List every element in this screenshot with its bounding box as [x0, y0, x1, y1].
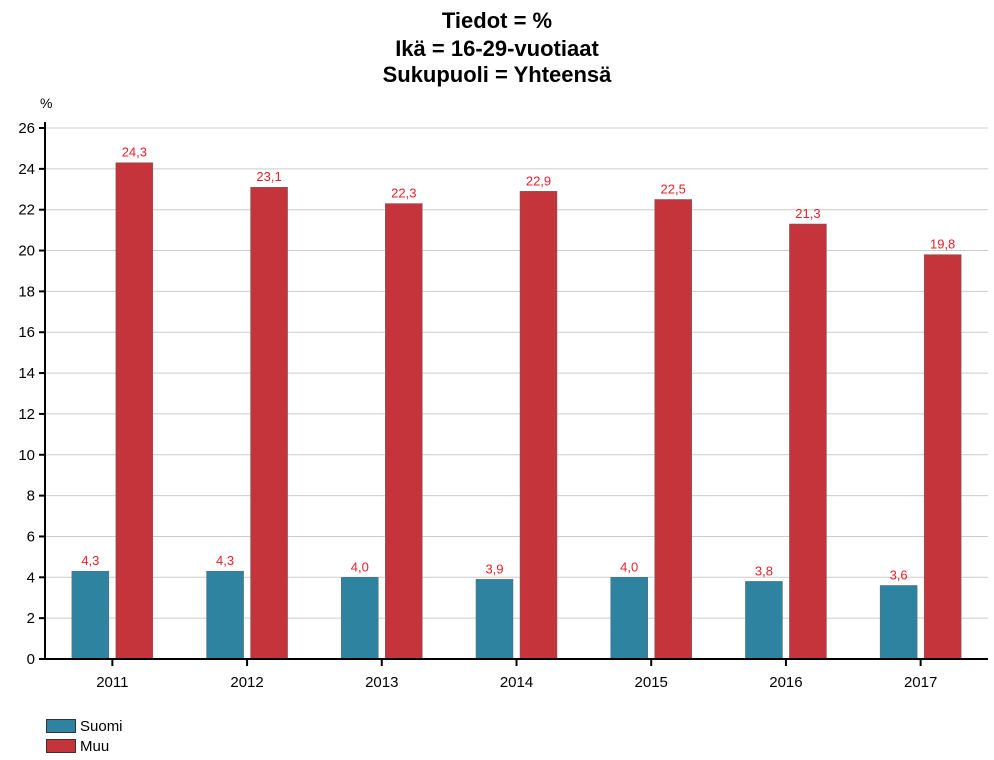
data-label: 22,9 — [526, 173, 551, 188]
y-axis-unit-label: % — [40, 95, 52, 111]
bar-muu — [519, 191, 558, 660]
bar-muu — [115, 162, 154, 660]
x-tick-label: 2016 — [769, 674, 802, 691]
y-tick-label: 14 — [18, 365, 35, 382]
bar-suomi — [879, 585, 918, 660]
data-label: 4,3 — [81, 553, 99, 568]
x-tick-label: 2015 — [635, 674, 668, 691]
legend-swatch-muu — [46, 739, 76, 753]
x-tick-label: 2014 — [500, 674, 533, 691]
bar-suomi — [610, 577, 648, 660]
bar-suomi — [71, 570, 110, 660]
bar-muu — [250, 186, 288, 660]
data-label: 22,5 — [661, 181, 686, 196]
chart-title-line-3: Sukupuoli = Yhteensä — [382, 62, 612, 87]
y-tick-label: 26 — [18, 120, 35, 137]
bar-muu — [789, 223, 827, 660]
data-label: 23,1 — [256, 169, 281, 184]
x-tick-label: 2012 — [230, 674, 263, 691]
data-label: 4,0 — [620, 559, 638, 574]
bars: 4,3 24,3 4,3 23,1 4,0 22,3 3,9 22,9 4,0 22,5 3,8 21… — [71, 145, 962, 660]
gridlines — [45, 127, 988, 619]
legend-label-muu: Muu — [80, 737, 110, 755]
chart-title-line-2: Ikä = 16-29-vuotiaat — [395, 36, 599, 61]
data-label: 22,3 — [391, 186, 416, 201]
bar-suomi — [341, 577, 379, 660]
y-tick-label: 24 — [18, 161, 35, 178]
legend-item-suomi: Suomi — [46, 716, 123, 736]
data-label: 24,3 — [122, 145, 147, 160]
bar-muu — [654, 199, 692, 660]
y-tick-label: 6 — [27, 528, 35, 545]
chart-title-line-1: Tiedot = % — [441, 8, 553, 33]
y-tick-label: 0 — [27, 651, 35, 668]
data-label: 3,9 — [485, 561, 503, 576]
y-tick-label: 8 — [27, 488, 35, 505]
x-tick-label: 2013 — [365, 674, 398, 691]
data-label: 3,6 — [890, 567, 908, 582]
y-tick-label: 10 — [18, 447, 35, 464]
x-tick-label: 2011 — [96, 674, 128, 691]
bar-suomi — [745, 581, 783, 660]
legend-item-muu: Muu — [46, 736, 123, 756]
bar-muu — [923, 254, 962, 660]
bar-suomi — [206, 570, 244, 660]
y-tick-label: 18 — [18, 283, 35, 300]
y-tick-label: 16 — [18, 324, 35, 341]
data-label: 19,8 — [930, 237, 955, 252]
y-tick-label: 22 — [18, 202, 35, 219]
legend-swatch-suomi — [46, 719, 76, 733]
data-label: 4,3 — [216, 553, 234, 568]
data-label: 3,8 — [755, 563, 773, 578]
data-label: 4,0 — [351, 559, 369, 574]
y-tick-label: 2 — [27, 610, 35, 627]
legend: Suomi Muu — [46, 716, 123, 756]
data-label: 21,3 — [795, 206, 820, 221]
y-tick-label: 12 — [18, 406, 35, 423]
x-tick-label: 2017 — [904, 674, 937, 691]
bar-suomi — [475, 579, 514, 660]
y-tick-label: 20 — [18, 243, 35, 260]
bar-chart: 4,324,34,323,14,022,33,922,94,022,53,821… — [18, 95, 988, 691]
bar-muu — [385, 203, 423, 660]
y-tick-label: 4 — [27, 569, 35, 586]
legend-label-suomi: Suomi — [80, 717, 123, 735]
